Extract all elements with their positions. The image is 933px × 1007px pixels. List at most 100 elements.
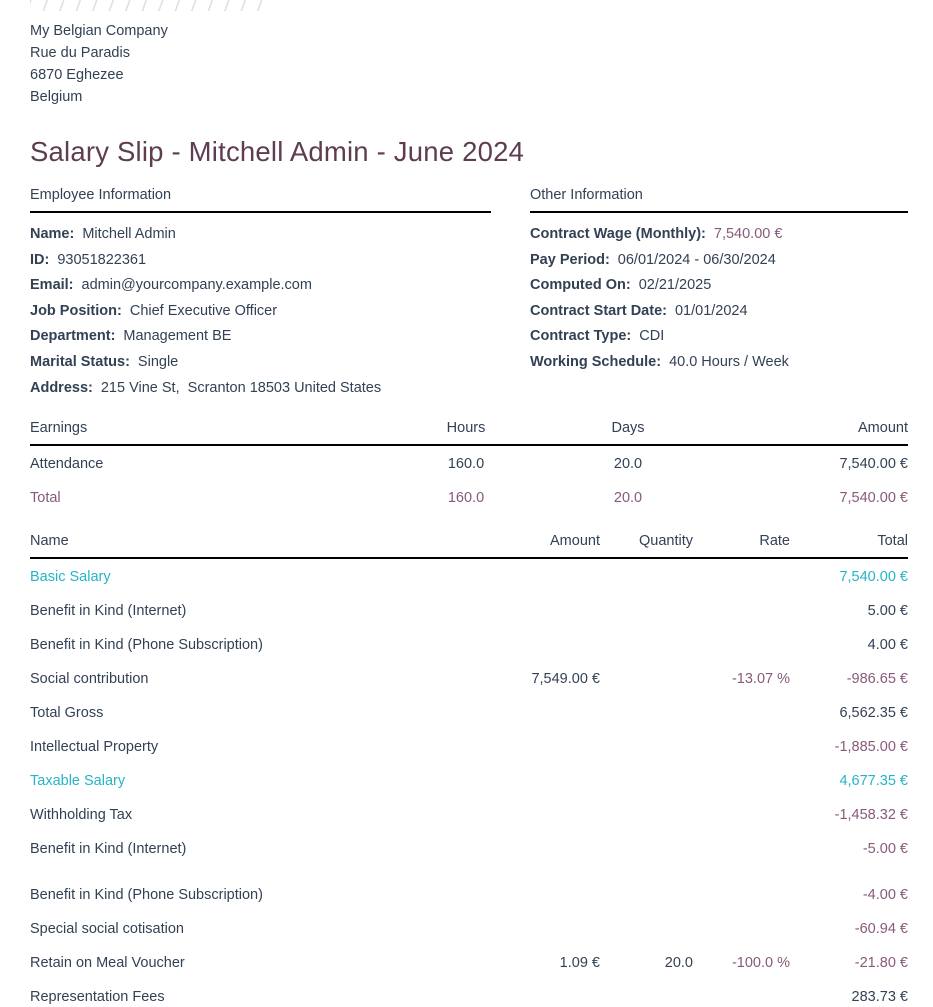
line-cell-total: -5.00 € (862, 841, 908, 858)
employee-info-heading: Employee Information (30, 187, 491, 213)
info-field-label: Contract Wage (Monthly): (530, 226, 706, 242)
salary-line-row: Retain on Meal Voucher 1.09 € 20.0 -100.0 %… (30, 945, 908, 979)
line-cell-rate: -100.0 % (731, 955, 790, 972)
info-field-label: Working Schedule: (530, 353, 662, 370)
info-field-value: Single (137, 353, 179, 370)
line-cell-name: Benefit in Kind (Phone Subscription) (30, 887, 263, 904)
line-cell-rate (693, 989, 790, 1005)
line-cell-rate (693, 921, 790, 937)
info-field-row: Department: Management BE (30, 324, 491, 350)
info-field-label: Email: (30, 277, 74, 294)
line-cell-amount (440, 739, 600, 755)
line-cell-total: 4,677.35 € (839, 773, 908, 790)
info-field-value: CDI (639, 328, 665, 345)
salary-line-row: Withholding Tax -1,458.32 € (30, 797, 908, 831)
info-field-row: Marital Status: Single (30, 350, 491, 376)
line-cell-amount (440, 887, 600, 903)
info-field-value: 40.0 Hours / Week (669, 353, 789, 370)
line-cell-total: -1,885.00 € (834, 739, 908, 756)
employee-info-fields: Name: Mitchell Admin ID: 93051822361 Email: a… (30, 213, 491, 401)
line-cell-quantity (600, 705, 693, 721)
salary-lines-body: Basic Salary 7,540.00 € Benefit in Kind (I… (30, 559, 908, 1007)
company-country: Belgium (30, 89, 83, 105)
earnings-header-hours: Hours (446, 420, 486, 437)
line-cell-quantity: 20.0 (664, 955, 693, 972)
line-cell-quantity (600, 841, 693, 857)
line-cell-name: Representation Fees (30, 989, 165, 1006)
line-cell-rate (693, 705, 790, 721)
line-cell-quantity (600, 921, 693, 937)
line-cell-quantity (600, 603, 693, 619)
other-info-fields: Contract Wage (Monthly): 7,540.00 € Pay Pe… (530, 213, 908, 376)
info-field-row: Contract Start Date: 01/01/2024 (530, 299, 908, 325)
line-cell-amount: 7,549.00 € (531, 671, 600, 688)
info-field-label: Pay Period: (530, 251, 610, 268)
salary-line-row: Special social cotisation -60.94 € (30, 911, 908, 945)
info-field-value: Management BE (123, 328, 232, 345)
line-cell-name: Special social cotisation (30, 921, 184, 938)
earnings-row: Total 160.0 20.0 7,540.00 € (30, 480, 908, 514)
earnings-header-name: Earnings (30, 420, 88, 437)
line-cell-total: -4.00 € (862, 887, 908, 904)
info-field-label: Marital Status: (30, 353, 130, 370)
info-section: Employee Information Name: Mitchell Admin… (30, 187, 908, 401)
earnings-cell-days: 20.0 (613, 490, 643, 507)
line-cell-quantity (600, 637, 693, 653)
line-cell-total: 5.00 € (867, 603, 908, 620)
line-cell-amount (440, 637, 600, 653)
info-field-value: 02/21/2025 (638, 277, 712, 294)
info-field-row: Email: admin@yourcompany.example.com (30, 273, 491, 299)
line-cell-total: -60.94 € (854, 921, 908, 938)
earnings-cell-hours: 160.0 (447, 490, 485, 507)
salary-line-row: Benefit in Kind (Internet) 5.00 € (30, 593, 908, 627)
line-cell-name: Withholding Tax (30, 807, 133, 824)
earnings-header-days: Days (611, 420, 645, 437)
line-cell-rate (693, 569, 790, 585)
line-cell-total: -21.80 € (854, 955, 908, 972)
company-address-block: My Belgian Company Rue du Paradis 6870 E… (30, 0, 908, 108)
other-info-heading: Other Information (530, 187, 908, 213)
line-cell-amount (440, 921, 600, 937)
earnings-cell-amount: 7,540.00 € (839, 456, 908, 473)
earnings-table: Earnings Hours Days Amount Attendance 160… (30, 420, 908, 514)
salary-lines-table: Name Amount Quantity Rate Total Basic Sa… (30, 533, 908, 1007)
line-cell-name: Intellectual Property (30, 739, 159, 756)
salary-lines-header: Name Amount Quantity Rate Total (30, 533, 908, 560)
line-cell-total: 4.00 € (867, 637, 908, 654)
info-field-row: Job Position: Chief Executive Officer (30, 299, 491, 325)
info-field-label: Department: (30, 328, 116, 345)
company-name: My Belgian Company (30, 23, 168, 39)
lines-header-rate: Rate (759, 533, 790, 550)
earnings-cell-amount: 7,540.00 € (839, 490, 908, 507)
info-field-label: ID: (30, 251, 50, 268)
info-field-value: 215 Vine St, Scranton 18503 United State… (100, 379, 382, 396)
info-field-row: Working Schedule: 40.0 Hours / Week (530, 350, 908, 376)
line-cell-quantity (600, 773, 693, 789)
line-cell-quantity (600, 671, 693, 687)
info-field-row: Computed On: 02/21/2025 (530, 273, 908, 299)
earnings-cell-days: 20.0 (613, 456, 643, 473)
info-field-value: 93051822361 (57, 251, 147, 268)
line-cell-amount (440, 603, 600, 619)
line-cell-quantity (600, 989, 693, 1005)
lines-header-name: Name (30, 533, 69, 550)
info-field-value: 06/01/2024 - 06/30/2024 (617, 251, 776, 268)
info-field-label: Name: (30, 226, 75, 242)
salary-line-row: Social contribution 7,549.00 € -13.07 % -98… (30, 661, 908, 695)
line-cell-rate (693, 841, 790, 857)
line-cell-amount (440, 807, 600, 823)
earnings-cell-name: Attendance (30, 456, 104, 473)
info-field-row: Name: Mitchell Admin (30, 222, 491, 248)
line-cell-rate (693, 637, 790, 653)
line-cell-total: 7,540.00 € (839, 569, 908, 586)
info-field-value: Chief Executive Officer (129, 302, 278, 319)
line-cell-rate: -13.07 % (731, 671, 790, 688)
line-cell-amount (440, 989, 600, 1005)
info-field-row: Pay Period: 06/01/2024 - 06/30/2024 (530, 248, 908, 274)
earnings-header-amount: Amount (858, 420, 908, 437)
line-cell-name: Total Gross (30, 705, 104, 722)
earnings-table-header: Earnings Hours Days Amount (30, 420, 908, 447)
company-city: 6870 Eghezee (30, 67, 124, 83)
line-cell-rate (693, 603, 790, 619)
line-cell-amount (440, 569, 600, 585)
